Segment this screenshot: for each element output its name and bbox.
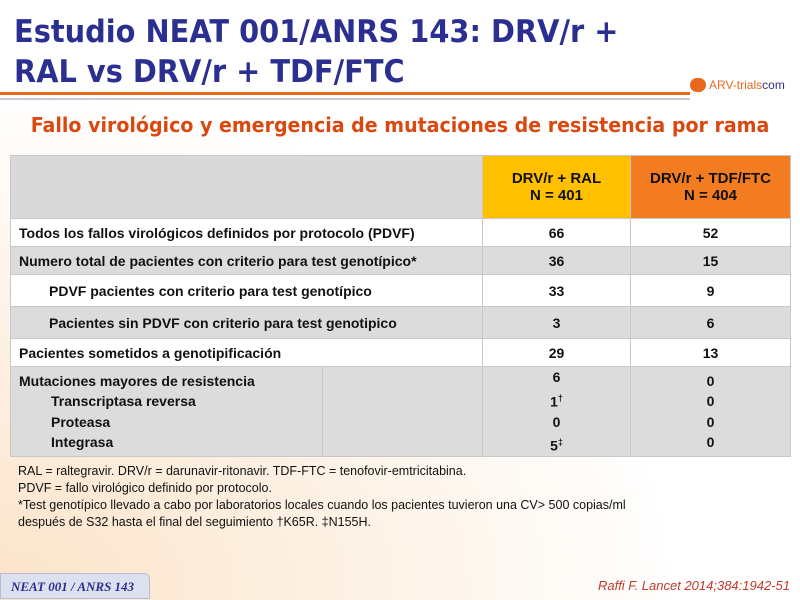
header-drv-ral: DRV/r + RAL N = 401 [482, 155, 631, 219]
divider [0, 98, 690, 100]
slide-title: Estudio NEAT 001/ANRS 143: DRV/r + RAL v… [14, 14, 619, 90]
footnotes: RAL = raltegravir. DRV/r = darunavir-rit… [18, 464, 626, 529]
table-header: DRV/r + RAL N = 401 DRV/r + TDF/FTC N = 40… [10, 155, 791, 219]
table-row-mutations: Mutaciones mayores de resistencia Transc… [10, 365, 791, 458]
results-table: DRV/r + RAL N = 401 DRV/r + TDF/FTC N = 40… [10, 155, 791, 458]
table-row: Numero total de pacientes con criterio p… [10, 246, 791, 275]
study-badge: NEAT 001 / ANRS 143 [0, 573, 150, 599]
table-row: Todos los fallos virológicos definidos p… [10, 218, 791, 247]
arv-trials-logo: ARV-trials com [690, 78, 785, 92]
slide-subtitle: Fallo virológico y emergencia de mutacio… [30, 113, 770, 137]
table-row: PDVF pacientes con criterio para test ge… [10, 274, 791, 307]
table-row: Pacientes sin PDVF con criterio para tes… [10, 306, 791, 339]
table-row: Pacientes sometidos a genotipificación 29… [10, 338, 791, 367]
divider [0, 92, 690, 95]
pill-bottle-icon [690, 78, 706, 92]
header-drv-tdf: DRV/r + TDF/FTC N = 404 [630, 155, 791, 219]
reference: Raffi F. Lancet 2014;384:1942-51 [597, 578, 790, 593]
